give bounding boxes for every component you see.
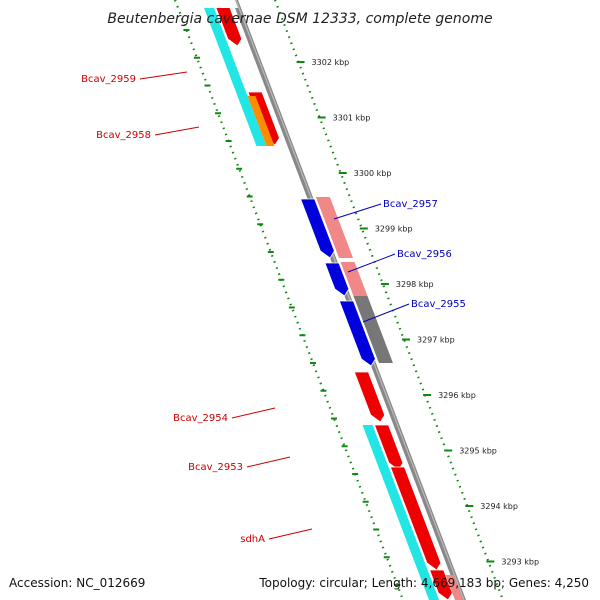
kbp-tick-label: 3296 kbp xyxy=(438,391,476,400)
backbone-highlight xyxy=(235,0,465,600)
kbp-tick-label: 3302 kbp xyxy=(312,58,350,67)
orange-track xyxy=(247,96,275,146)
gene-label: Bcav_2955 xyxy=(411,299,466,310)
feature-tracks xyxy=(200,0,466,600)
gene-label-leader xyxy=(333,203,382,220)
kbp-tick-label: 3298 kbp xyxy=(396,280,434,289)
gene-label-leader xyxy=(362,303,410,323)
gene-label-leader xyxy=(246,456,291,468)
kbp-tick-label: 3295 kbp xyxy=(459,447,497,456)
gene-label: Bcav_2957 xyxy=(383,199,438,210)
cyan-track-upper xyxy=(200,0,267,146)
gene-bcav-2955-grey xyxy=(353,296,393,363)
kbp-tick-label: 3293 kbp xyxy=(501,558,539,567)
gene-label: Bcav_2959 xyxy=(81,74,136,85)
gene-label-leader xyxy=(154,126,200,136)
gene-bcav-2956-light xyxy=(340,262,368,296)
gene-label: sdhA xyxy=(240,534,265,545)
gene-sdha-arrow xyxy=(389,466,442,571)
map-title: Beutenbergia cavernae DSM 12333, complet… xyxy=(107,11,492,27)
gene-bcav-2955-arrow xyxy=(338,300,376,367)
kbp-ruler: 3302 kbp 3301 kbp 3300 kbp 3299 kbp 3298 kbp… xyxy=(173,0,539,600)
gene-labels: Bcav_2959 Bcav_2958 Bcav_2957 Bcav_2956 Bcav… xyxy=(81,71,466,545)
gene-bcav-2956-arrow xyxy=(324,262,350,297)
gene-label: Bcav_2953 xyxy=(188,462,243,473)
kbp-tick-label: 3294 kbp xyxy=(480,502,518,511)
gene-label: Bcav_2954 xyxy=(173,413,228,424)
outer-ruler xyxy=(273,0,505,600)
gene-label-leader xyxy=(231,407,276,419)
gene-bcav-2954-arrow xyxy=(353,371,386,423)
gene-label: Bcav_2956 xyxy=(397,249,452,260)
kbp-tick-label: 3297 kbp xyxy=(417,336,455,345)
topology-text: Topology: circular; Length: 4,669,183 bp… xyxy=(258,576,589,590)
gene-label-leader xyxy=(347,253,396,273)
kbp-tick-label: 3301 kbp xyxy=(333,114,371,123)
top-gap xyxy=(201,0,239,8)
cyan-track-lower xyxy=(362,425,439,600)
gene-bcav-2957-arrow xyxy=(300,198,335,259)
light-red-track-lower xyxy=(445,575,463,600)
kbp-tick-label: 3299 kbp xyxy=(375,225,413,234)
kbp-tick-label: 3300 kbp xyxy=(354,169,392,178)
gene-label-leader xyxy=(139,71,188,80)
gene-next-arrow xyxy=(429,569,453,600)
gene-bcav-2953-arrow xyxy=(373,424,404,471)
gene-label: Bcav_2958 xyxy=(96,130,151,141)
accession-text: Accession: NC_012669 xyxy=(9,576,145,590)
gene-label-leader xyxy=(268,528,313,540)
gene-bcav-2957-light xyxy=(315,197,354,258)
gene-bcav-2959-arrow xyxy=(212,0,243,47)
